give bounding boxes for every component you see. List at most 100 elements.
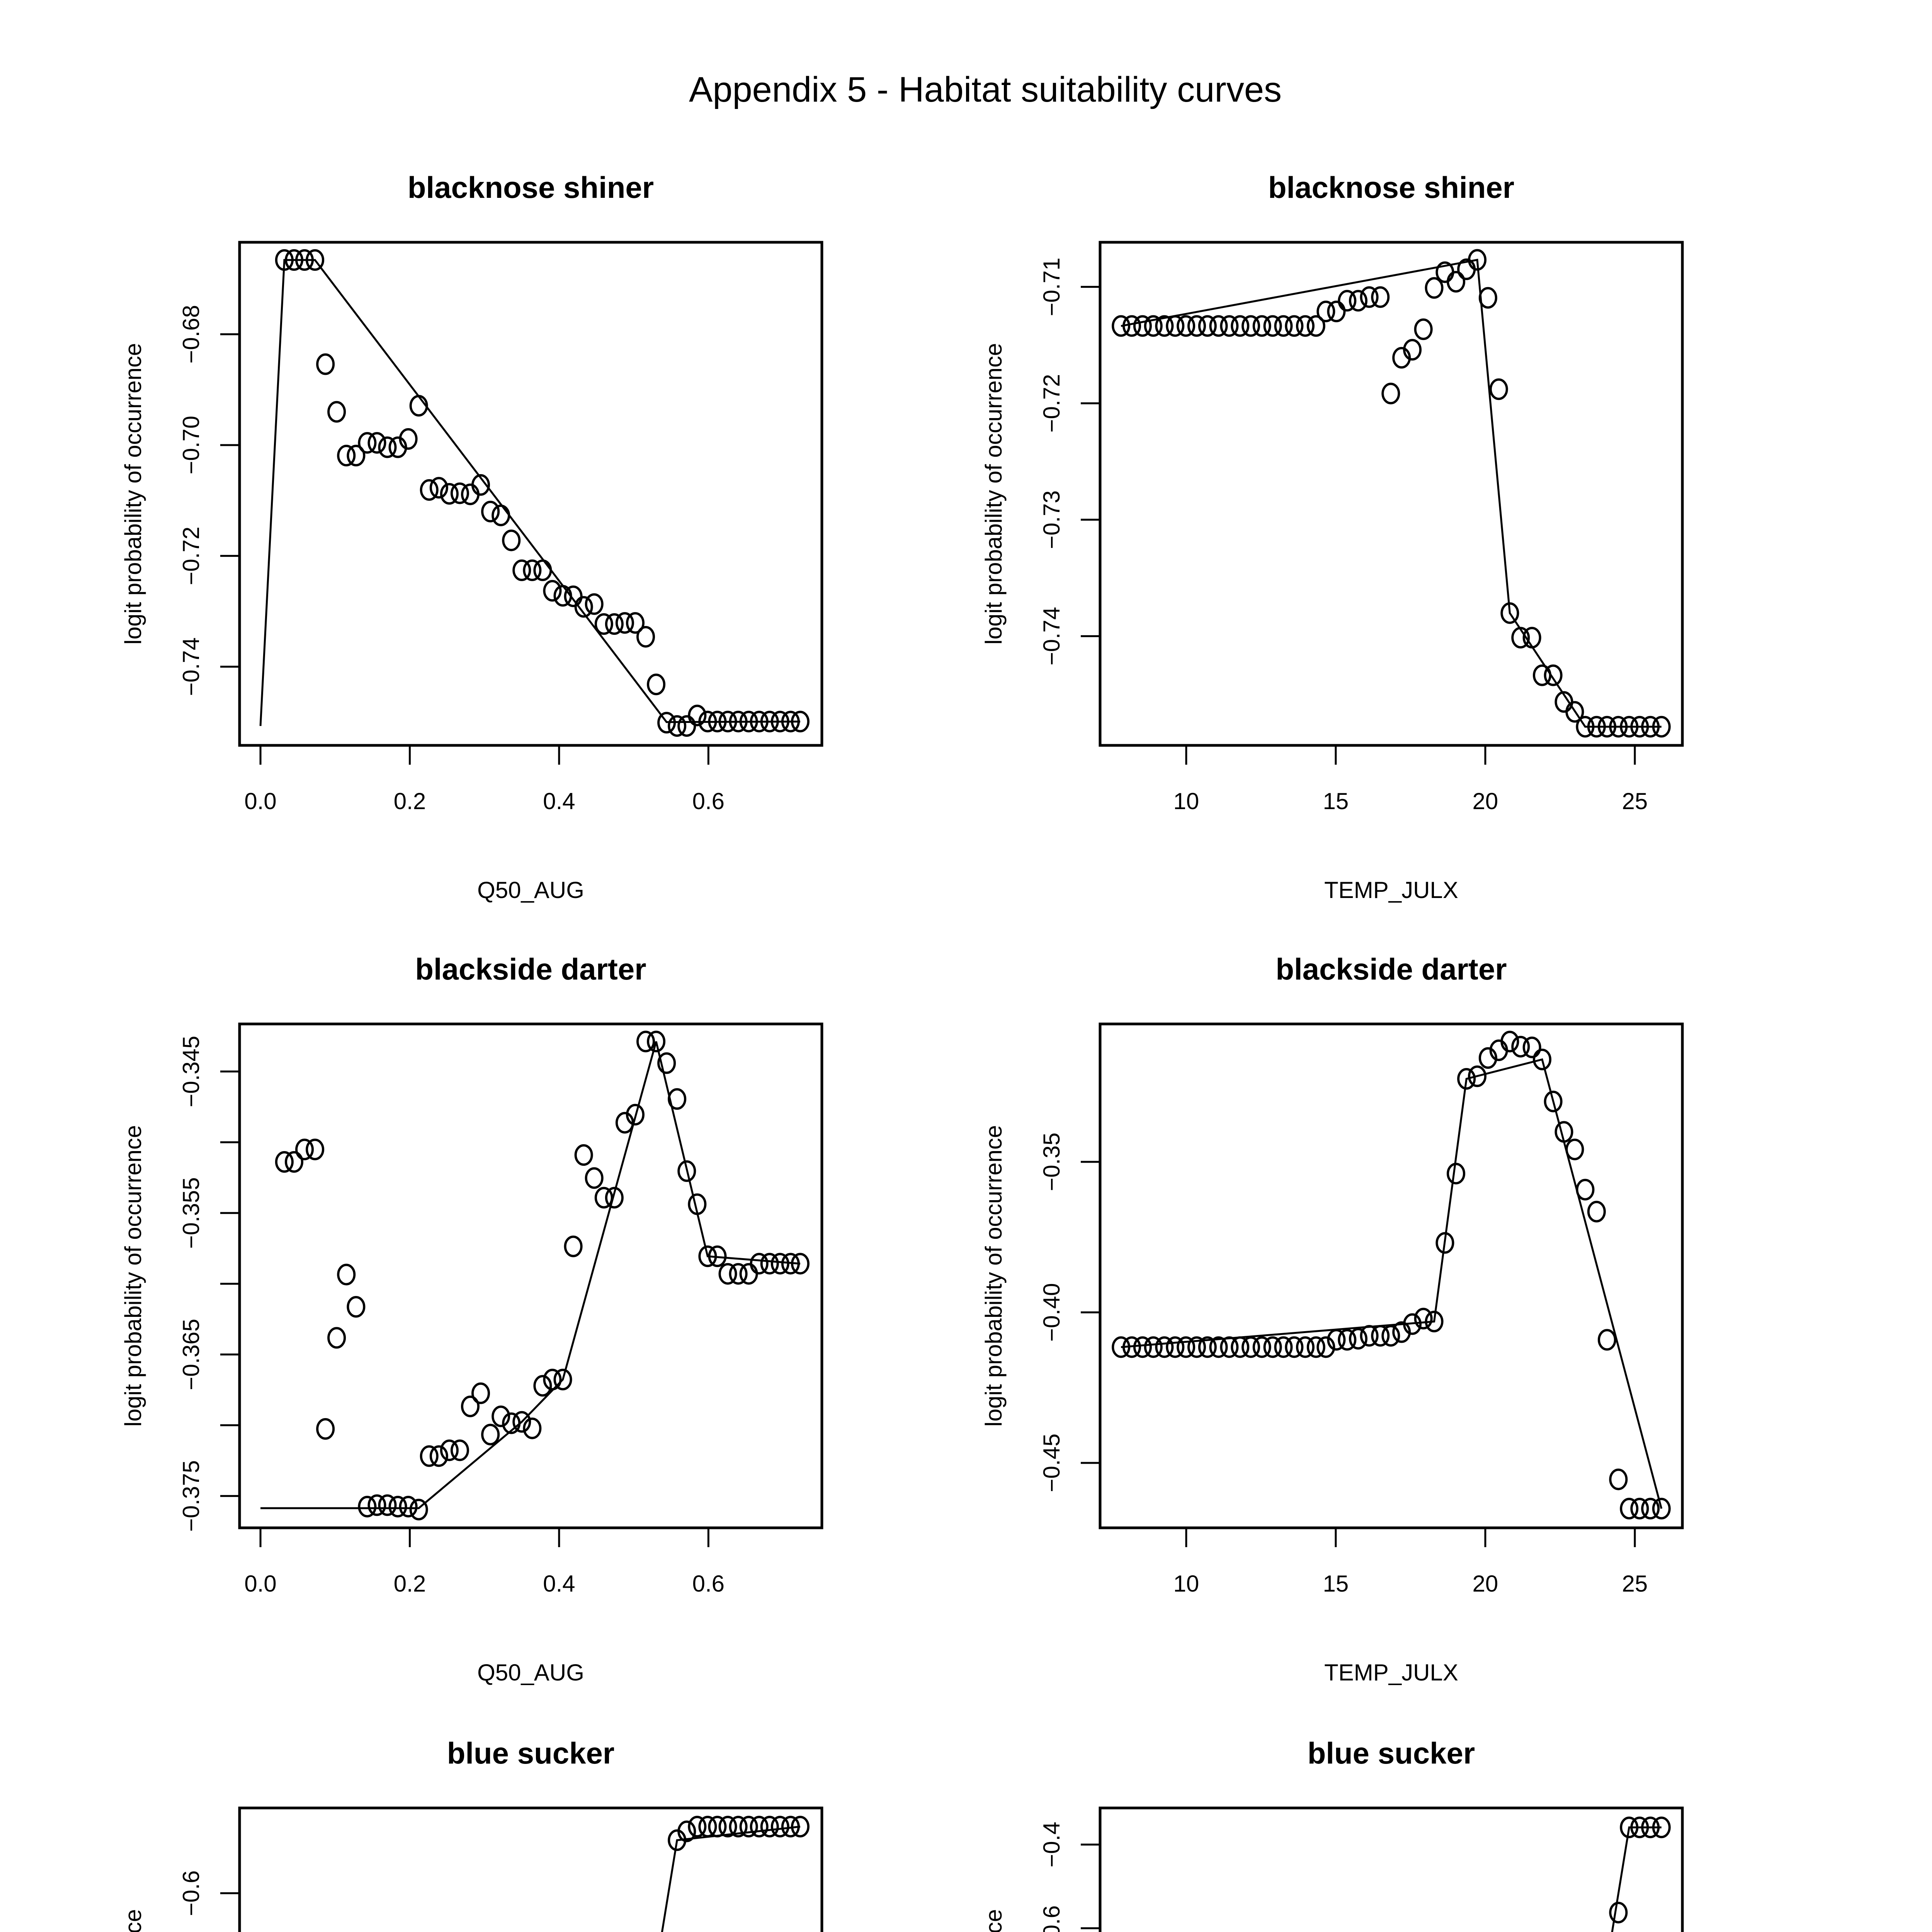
chart-5-data-point bbox=[781, 1816, 800, 1838]
chart-4-data-point bbox=[1457, 1068, 1476, 1090]
chart-4-data-point bbox=[1371, 1325, 1390, 1347]
chart-3-ytick-label: −0.345 bbox=[178, 1036, 204, 1107]
chart-3-data-point bbox=[429, 1445, 448, 1467]
chart-5-data-point bbox=[718, 1816, 737, 1838]
chart-4-data-point bbox=[1522, 1036, 1541, 1058]
chart-3-data-point bbox=[698, 1245, 717, 1267]
chart-5-data-point bbox=[698, 1816, 717, 1838]
chart-4-y-axis-label: logit probability of occurrence bbox=[981, 1125, 1007, 1427]
chart-4-data-point bbox=[1285, 1336, 1304, 1358]
chart-1-data-point bbox=[306, 249, 325, 271]
chart-5-data-point bbox=[739, 1816, 758, 1838]
chart-3-data-point bbox=[450, 1439, 469, 1461]
chart-1-data-point bbox=[615, 612, 634, 634]
chart-3-data-point bbox=[316, 1418, 335, 1440]
chart-2-data-point bbox=[1316, 300, 1335, 322]
chart-2-data-point bbox=[1166, 315, 1185, 337]
chart-5-data-point bbox=[729, 1816, 748, 1838]
chart-2-data-point bbox=[1231, 315, 1250, 337]
chart-4-data-point bbox=[1187, 1336, 1206, 1358]
chart-3-data-point bbox=[543, 1369, 562, 1391]
chart-3-data-point bbox=[295, 1138, 314, 1160]
chart-1-data-point bbox=[718, 711, 737, 733]
chart-4-data-point bbox=[1296, 1336, 1315, 1358]
chart-1-data-point bbox=[770, 711, 789, 733]
chart-4-data-point bbox=[1306, 1336, 1325, 1358]
chart-3-ytick-label: −0.375 bbox=[178, 1460, 204, 1532]
chart-2-data-point bbox=[1177, 315, 1196, 337]
chart-1-xtick-label: 0.0 bbox=[244, 788, 276, 814]
chart-1-ytick-label: −0.68 bbox=[178, 305, 204, 364]
chart-2-data-point bbox=[1609, 716, 1628, 738]
chart-3-fit-line bbox=[260, 1041, 801, 1509]
chart-2-y-axis-label: logit probability of occurrence bbox=[981, 343, 1007, 645]
chart-1-data-point bbox=[367, 432, 386, 454]
chart-1-data-point bbox=[739, 711, 758, 733]
chart-1-data-point bbox=[471, 474, 490, 496]
chart-3-data-point bbox=[677, 1160, 696, 1182]
chart-4-data-point bbox=[1274, 1336, 1293, 1358]
chart-6-data-point bbox=[1641, 1816, 1660, 1838]
chart-2-data-point bbox=[1349, 290, 1367, 312]
chart-4-data-point bbox=[1620, 1498, 1639, 1520]
chart-2-x-axis-label: TEMP_JULX bbox=[1324, 877, 1458, 903]
chart-4-data-point bbox=[1587, 1201, 1606, 1223]
chart-4-data-point bbox=[1425, 1311, 1444, 1333]
chart-1-data-point bbox=[285, 249, 304, 271]
chart-1-data-point bbox=[523, 559, 542, 581]
chart-4-ytick-label: −0.35 bbox=[1039, 1133, 1065, 1191]
chart-2-data-point bbox=[1641, 716, 1660, 738]
chart-3-data-point bbox=[337, 1264, 356, 1286]
chart-1-title: blacknose shiner bbox=[408, 170, 654, 204]
chart-2-xtick-label: 25 bbox=[1622, 788, 1648, 814]
chart-2-data-point bbox=[1155, 315, 1174, 337]
chart-1-data-point bbox=[657, 712, 676, 734]
chart-3-data-point bbox=[378, 1494, 397, 1516]
chart-3-data-point bbox=[367, 1494, 386, 1516]
chart-4-data-point bbox=[1544, 1090, 1563, 1112]
chart-3-data-point bbox=[533, 1375, 552, 1397]
chart-1-data-point bbox=[585, 593, 604, 615]
chart-1-data-point bbox=[275, 249, 294, 271]
chart-2-data-point bbox=[1371, 286, 1390, 308]
chart-5-plot-frame bbox=[238, 1806, 823, 1932]
chart-1-data-point bbox=[750, 711, 769, 733]
chart-4-data-point bbox=[1198, 1336, 1217, 1358]
chart-1-data-point bbox=[450, 482, 469, 504]
chart-2-data-point bbox=[1425, 277, 1444, 299]
chart-3-data-point bbox=[668, 1088, 687, 1110]
chart-1-data-point bbox=[337, 445, 356, 467]
chart-4-data-point bbox=[1263, 1336, 1282, 1358]
chart-1-data-point bbox=[295, 249, 314, 271]
chart-3-data-point bbox=[471, 1382, 490, 1404]
chart-2-data-point bbox=[1274, 315, 1293, 337]
chart-4-data-point bbox=[1576, 1179, 1595, 1201]
chart-1-data-point bbox=[502, 529, 521, 551]
chart-3-data-point bbox=[739, 1263, 758, 1285]
chart-2-data-point bbox=[1489, 378, 1508, 400]
chart-1-data-point bbox=[708, 711, 727, 733]
chart-2-xtick-label: 15 bbox=[1323, 788, 1349, 814]
chart-2-ytick-label: −0.72 bbox=[1039, 374, 1065, 433]
chart-3-xtick-label: 0.4 bbox=[543, 1571, 575, 1597]
chart-1-data-point bbox=[647, 673, 666, 696]
chart-4-xtick-label: 15 bbox=[1323, 1571, 1349, 1597]
chart-4-data-point bbox=[1242, 1336, 1260, 1358]
chart-4-data-point bbox=[1122, 1336, 1141, 1358]
chart-2-data-point bbox=[1112, 315, 1131, 337]
chart-5-data-point bbox=[708, 1816, 727, 1838]
chart-3-data-point bbox=[523, 1417, 542, 1439]
chart-2-data-point bbox=[1597, 716, 1616, 738]
chart-4-fit-line bbox=[1121, 1058, 1663, 1509]
chart-2-data-point bbox=[1338, 290, 1357, 312]
chart-4-data-point bbox=[1166, 1336, 1185, 1358]
chart-4-xtick-label: 25 bbox=[1622, 1571, 1648, 1597]
chart-2-data-point bbox=[1532, 664, 1551, 686]
chart-2-data-point bbox=[1620, 716, 1639, 738]
chart-4-data-point bbox=[1220, 1336, 1239, 1358]
chart-4-data-point bbox=[1338, 1329, 1357, 1351]
chart-2-ytick-label: −0.71 bbox=[1039, 257, 1065, 316]
chart-1-data-point bbox=[358, 432, 377, 454]
chart-2-xtick-label: 20 bbox=[1473, 788, 1498, 814]
chart-4-data-point bbox=[1565, 1138, 1584, 1160]
